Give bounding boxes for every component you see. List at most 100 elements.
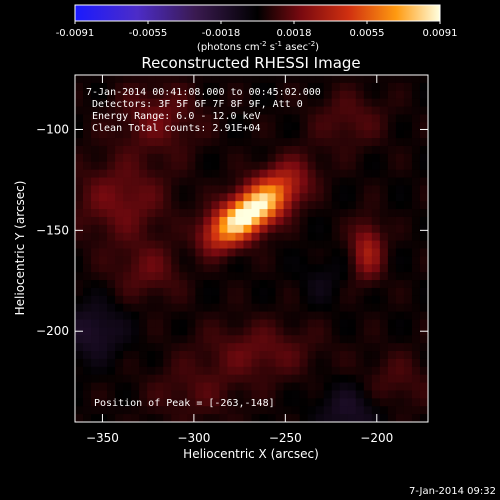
heatmap-cell bbox=[83, 153, 92, 163]
heatmap-cell bbox=[355, 256, 365, 265]
heatmap-cell bbox=[379, 185, 389, 194]
heatmap-cell bbox=[291, 382, 301, 392]
heatmap-cell bbox=[123, 193, 132, 202]
heatmap-cell bbox=[187, 303, 196, 313]
heatmap-cell bbox=[251, 114, 261, 123]
heatmap-cell bbox=[299, 122, 309, 131]
heatmap-cell bbox=[139, 169, 148, 179]
heatmap-cell bbox=[339, 398, 349, 407]
heatmap-cell bbox=[243, 295, 253, 305]
heatmap-cell bbox=[355, 98, 365, 108]
heatmap-cell bbox=[315, 351, 325, 360]
heatmap-cell bbox=[227, 216, 237, 226]
heatmap-cell bbox=[395, 272, 405, 281]
heatmap-cell bbox=[123, 114, 132, 123]
heatmap-cell bbox=[315, 295, 325, 305]
heatmap-cell bbox=[187, 75, 196, 84]
heatmap-cell bbox=[155, 264, 164, 273]
heatmap-cell bbox=[163, 209, 172, 218]
heatmap-cell bbox=[235, 114, 245, 123]
heatmap-cell bbox=[299, 130, 309, 139]
heatmap-cell bbox=[419, 248, 428, 257]
heatmap-cell bbox=[123, 256, 132, 265]
heatmap-cell bbox=[363, 98, 373, 108]
heatmap-cell bbox=[179, 161, 188, 171]
heatmap-cell bbox=[179, 122, 188, 131]
heatmap-cell bbox=[99, 216, 108, 226]
heatmap-cell bbox=[387, 327, 397, 336]
heatmap-cell bbox=[219, 358, 229, 368]
heatmap-cell bbox=[139, 351, 148, 360]
heatmap-cell bbox=[115, 169, 124, 179]
heatmap-cell bbox=[323, 98, 333, 108]
heatmap-cell bbox=[267, 303, 277, 313]
heatmap-cell bbox=[195, 106, 204, 116]
heatmap-cell bbox=[99, 122, 108, 131]
heatmap-cell bbox=[227, 75, 237, 84]
heatmap-cell bbox=[123, 201, 132, 210]
heatmap-cell bbox=[259, 327, 269, 336]
heatmap-cell bbox=[195, 351, 204, 360]
heatmap-cell bbox=[147, 327, 156, 336]
heatmap-cell bbox=[251, 240, 261, 250]
heatmap-cell bbox=[107, 406, 116, 415]
heatmap-cell bbox=[227, 193, 237, 202]
heatmap-cell bbox=[387, 358, 397, 368]
heatmap-cell bbox=[155, 201, 164, 210]
heatmap-cell bbox=[419, 311, 428, 321]
heatmap-cell bbox=[299, 185, 309, 194]
heatmap-cell bbox=[315, 201, 325, 210]
heatmap-cell bbox=[267, 335, 277, 344]
heatmap-cell bbox=[99, 90, 108, 100]
heatmap-cell bbox=[331, 224, 341, 234]
heatmap-cell bbox=[283, 145, 293, 155]
heatmap-cell bbox=[107, 90, 116, 100]
heatmap-cell bbox=[227, 145, 237, 155]
heatmap-cell bbox=[419, 98, 428, 108]
heatmap-cell bbox=[235, 335, 245, 344]
heatmap-cell bbox=[219, 406, 229, 415]
heatmap-cell bbox=[299, 90, 309, 100]
heatmap-cell bbox=[99, 82, 108, 92]
heatmap-cell bbox=[139, 319, 148, 328]
heatmap-cell bbox=[75, 114, 84, 123]
heatmap-cell bbox=[339, 232, 349, 242]
heatmap-cell bbox=[211, 90, 221, 100]
heatmap-cell bbox=[131, 264, 140, 273]
heatmap-cell bbox=[331, 351, 341, 360]
heatmap-cell bbox=[219, 201, 229, 210]
heatmap-cell bbox=[363, 327, 373, 336]
heatmap-cell bbox=[419, 358, 428, 368]
heatmap-cell bbox=[267, 248, 277, 257]
heatmap-cell bbox=[371, 75, 381, 84]
heatmap-cell bbox=[195, 374, 204, 384]
heatmap-cell bbox=[235, 382, 245, 392]
heatmap-cell bbox=[83, 390, 92, 399]
heatmap-cell bbox=[107, 414, 116, 422]
heatmap-cell bbox=[259, 98, 269, 108]
heatmap-cell bbox=[347, 406, 357, 415]
heatmap-cell bbox=[107, 287, 116, 297]
heatmap-cell bbox=[387, 106, 397, 116]
heatmap-cell bbox=[355, 122, 365, 131]
heatmap-cell bbox=[411, 114, 421, 123]
heatmap-cell bbox=[387, 90, 397, 100]
heatmap-cell bbox=[155, 153, 164, 163]
heatmap-cell bbox=[251, 327, 261, 336]
heatmap-cell bbox=[131, 327, 140, 336]
heatmap-cell bbox=[355, 232, 365, 242]
heatmap-cell bbox=[347, 303, 357, 313]
heatmap-cell bbox=[307, 351, 317, 360]
heatmap-cell bbox=[291, 335, 301, 344]
heatmap-cell bbox=[147, 382, 156, 392]
heatmap-cell bbox=[91, 75, 100, 84]
heatmap-cell bbox=[259, 122, 269, 131]
heatmap-cell bbox=[107, 122, 116, 131]
heatmap-cell bbox=[75, 169, 84, 179]
heatmap-cell bbox=[235, 161, 245, 171]
heatmap-cell bbox=[139, 303, 148, 313]
heatmap-cell bbox=[323, 185, 333, 194]
heatmap-cell bbox=[339, 374, 349, 384]
heatmap-cell bbox=[107, 232, 116, 242]
heatmap-cell bbox=[387, 224, 397, 234]
